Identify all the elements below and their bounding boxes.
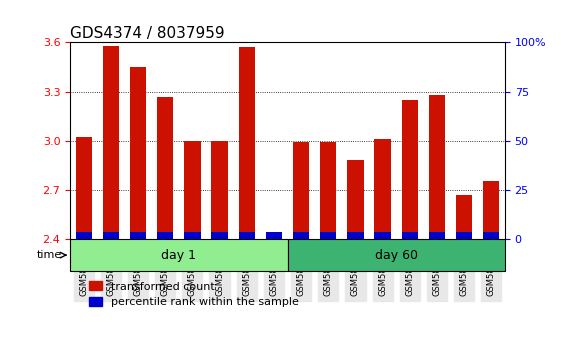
Bar bbox=[374, 139, 391, 239]
Bar bbox=[320, 142, 337, 239]
Bar bbox=[266, 232, 282, 239]
Bar bbox=[347, 232, 364, 239]
Bar bbox=[293, 142, 309, 239]
Legend: transformed count, percentile rank within the sample: transformed count, percentile rank withi… bbox=[84, 277, 304, 312]
Text: day 60: day 60 bbox=[375, 249, 418, 262]
FancyBboxPatch shape bbox=[70, 239, 288, 272]
Bar bbox=[483, 182, 499, 239]
Bar bbox=[130, 232, 146, 239]
Bar bbox=[374, 232, 391, 239]
Bar bbox=[293, 232, 309, 239]
Bar bbox=[76, 137, 92, 239]
Bar bbox=[238, 232, 255, 239]
Bar bbox=[483, 232, 499, 239]
Bar bbox=[103, 232, 119, 239]
Bar bbox=[130, 67, 146, 239]
Bar bbox=[103, 46, 119, 239]
Bar bbox=[157, 232, 173, 239]
Bar bbox=[402, 232, 418, 239]
Bar bbox=[211, 232, 228, 239]
FancyBboxPatch shape bbox=[288, 239, 505, 272]
Bar bbox=[320, 232, 337, 239]
Bar bbox=[211, 141, 228, 239]
Text: time: time bbox=[36, 250, 62, 260]
Bar bbox=[76, 232, 92, 239]
Bar bbox=[184, 232, 201, 239]
Bar bbox=[157, 97, 173, 239]
Bar bbox=[347, 160, 364, 239]
Bar bbox=[184, 141, 201, 239]
Bar bbox=[238, 47, 255, 239]
Bar bbox=[266, 232, 282, 239]
Bar bbox=[429, 232, 445, 239]
Bar bbox=[456, 195, 472, 239]
Bar bbox=[429, 95, 445, 239]
Bar bbox=[402, 100, 418, 239]
Text: day 1: day 1 bbox=[162, 249, 196, 262]
Text: GDS4374 / 8037959: GDS4374 / 8037959 bbox=[70, 26, 225, 41]
Bar bbox=[456, 232, 472, 239]
